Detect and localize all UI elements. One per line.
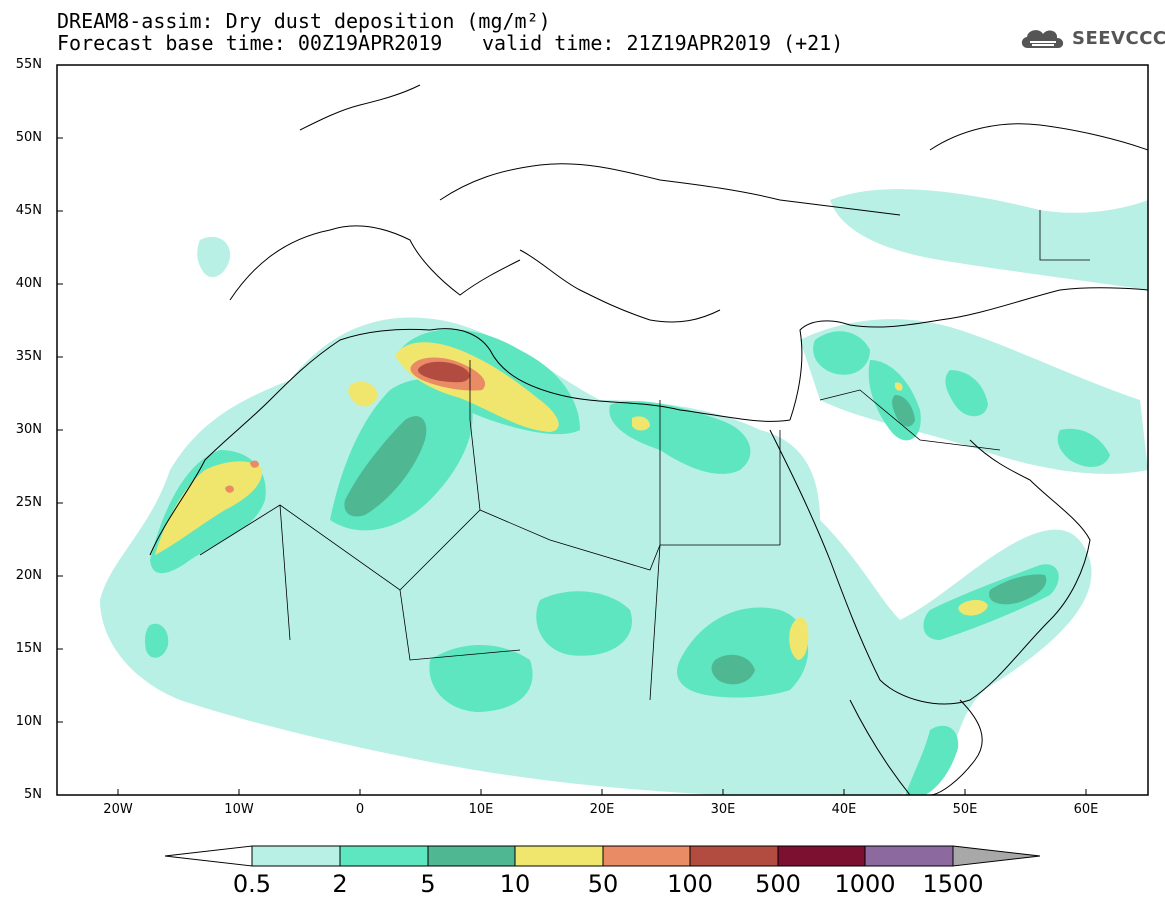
lat-label: 45N (15, 203, 42, 218)
lat-label: 35N (15, 349, 42, 364)
lon-label: 10E (468, 802, 494, 817)
deposition-level-100 (417, 361, 470, 383)
borders (199, 210, 1090, 701)
colorbar-over-arrow (952, 845, 1041, 867)
seevccc-logo: SEEVCCC (1018, 24, 1165, 52)
lat-label: 15N (15, 641, 42, 656)
colorbar-swatch (251, 845, 341, 867)
lon-label: 30E (710, 802, 736, 817)
map-title: DREAM8-assim: Dry dust deposition (mg/m²… (57, 9, 551, 33)
lon-label: 10W (224, 802, 254, 817)
valid-time: valid time: 21Z19APR2019 (+21) (482, 31, 844, 55)
lat-label: 30N (15, 422, 42, 437)
lat-label: 25N (15, 495, 42, 510)
lat-label: 20N (15, 568, 42, 583)
deposition-fields (100, 189, 1148, 795)
lon-label: 50E (952, 802, 978, 817)
colorbar-label: 50 (587, 870, 619, 898)
colorbar-swatch (689, 845, 779, 867)
lon-label: 0 (355, 802, 365, 817)
colorbar-swatch (339, 845, 429, 867)
cloud-logo-icon (1021, 30, 1064, 48)
colorbar-label: 100 (667, 870, 713, 898)
axis-ticks (57, 64, 1087, 795)
lon-label: 20E (589, 802, 615, 817)
colorbar-label: 1500 (922, 870, 984, 898)
lat-label: 50N (15, 130, 42, 145)
colorbar-swatch (777, 845, 866, 867)
colorbar-swatch (514, 845, 604, 867)
lat-label: 40N (15, 276, 42, 291)
colorbar-under-arrow (164, 845, 253, 867)
colorbar (164, 845, 1041, 867)
lat-label: 55N (15, 57, 42, 72)
colorbar-label: 5 (420, 870, 436, 898)
colorbar-label: 2 (332, 870, 348, 898)
lon-label: 20W (103, 802, 133, 817)
colorbar-label: 1000 (834, 870, 896, 898)
lon-label: 60E (1073, 802, 1099, 817)
colorbar-label: 0.5 (232, 870, 272, 898)
coastlines (149, 84, 1148, 795)
colorbar-swatch (427, 845, 516, 867)
lat-label: 10N (15, 714, 42, 729)
deposition-level-5 (344, 395, 1047, 685)
colorbar-swatch (864, 845, 954, 867)
colorbar-label: 500 (755, 870, 801, 898)
colorbar-label: 10 (499, 870, 531, 898)
lon-label: 40E (831, 802, 857, 817)
logo-text: SEEVCCC (1072, 27, 1165, 49)
colorbar-swatch (602, 845, 691, 867)
forecast-base-time: Forecast base time: 00Z19APR2019 (57, 31, 443, 55)
lat-label: 5N (24, 787, 42, 802)
